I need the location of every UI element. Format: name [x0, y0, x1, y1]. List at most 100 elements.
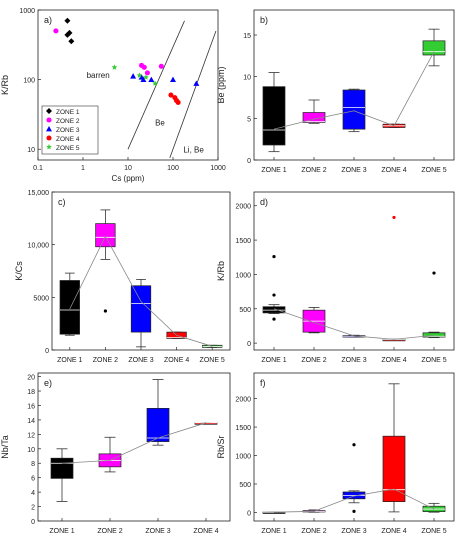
field-annotation: Li, Be — [183, 145, 204, 154]
mean-connector-line — [61, 422, 207, 464]
chart-panel-e: e) Nb/Ta 0 2 4 6 8 10 12 14 16 18 20 ZONE 1 ZONE 2 ZONE… — [0, 372, 231, 535]
category-label: ZONE 2 — [301, 528, 326, 535]
box-5 — [422, 40, 446, 56]
mean-connector-line — [273, 308, 435, 340]
category-label: ZONE 4 — [381, 167, 406, 174]
category-label: ZONE 2 — [97, 528, 122, 535]
data-point — [64, 17, 71, 24]
box-2 — [95, 223, 116, 248]
y-tick-label: 0 — [45, 348, 49, 355]
x-tick-label: 0.1 — [33, 165, 43, 172]
plot-frame — [253, 191, 455, 351]
legend-entry: ZONE 5 — [56, 145, 80, 152]
chart-panel-f: f) Rb/Sr 0 500 1000 1500 2000 ZONE 1 ZONE 2 ZONE … — [216, 372, 455, 535]
y-tick-label: 2 — [31, 505, 35, 512]
panel-label: c) — [58, 197, 66, 207]
boundary-line — [169, 30, 217, 159]
category-label: ZONE 4 — [381, 528, 406, 535]
y-tick-label: 0 — [247, 158, 251, 165]
y-tick-label: 0 — [247, 510, 251, 517]
box-3 — [342, 89, 366, 130]
category-label: ZONE 1 — [261, 528, 286, 535]
y-tick-label: 0 — [247, 341, 251, 348]
y-tick-label: 2000 — [235, 204, 251, 211]
category-label: ZONE 3 — [341, 528, 366, 535]
x-axis-label: Cs (ppm) — [112, 174, 145, 183]
y-tick-label: 14 — [27, 418, 35, 425]
y-axis-label: Be (ppm) — [216, 66, 226, 103]
y-axis-label: K/Rb — [216, 261, 226, 281]
y-tick-label: 6 — [31, 476, 35, 483]
category-label: ZONE 4 — [164, 357, 189, 364]
legend-entry: ZONE 4 — [56, 136, 80, 143]
mean-connector-line — [273, 51, 435, 130]
category-label: ZONE 2 — [93, 357, 118, 364]
data-point — [170, 76, 176, 83]
data-point — [193, 80, 200, 86]
y-tick-label: 1000 — [235, 272, 251, 279]
category-label: ZONE 3 — [341, 357, 366, 364]
y-axis-label: Rb/Sr — [216, 435, 226, 458]
legend-entry: ZONE 3 — [56, 127, 80, 134]
y-tick-label: 5000 — [33, 295, 49, 302]
outlier-point — [103, 309, 107, 313]
mean-connector-line — [69, 235, 213, 347]
category-label: ZONE 1 — [57, 357, 82, 364]
data-point — [144, 70, 150, 76]
category-label: ZONE 2 — [301, 167, 326, 174]
y-tick-label: 500 — [239, 482, 251, 489]
data-point — [148, 76, 155, 83]
data-point — [68, 38, 75, 45]
y-tick-label: 10 — [243, 75, 251, 82]
y-tick-label: 20 — [27, 375, 35, 382]
panel-label: b) — [260, 15, 268, 25]
category-label: ZONE 2 — [301, 357, 326, 364]
panel-label: d) — [260, 197, 268, 207]
y-tick-label: 8 — [31, 461, 35, 468]
data-point — [140, 76, 147, 83]
panel-label: a) — [44, 15, 52, 25]
category-label: ZONE 3 — [341, 167, 366, 174]
y-tick-label: 12 — [27, 432, 35, 439]
data-point — [168, 92, 174, 98]
box-1 — [59, 280, 80, 335]
box-3 — [130, 285, 152, 333]
category-label: ZONE 5 — [200, 357, 225, 364]
x-tick-label: 1000 — [210, 165, 226, 172]
category-label: ZONE 1 — [49, 528, 74, 535]
data-point — [136, 72, 143, 78]
plot-frame — [37, 372, 231, 522]
data-point — [143, 74, 149, 80]
y-axis-label: K/Rb — [0, 75, 10, 95]
field-annotation: Be — [155, 118, 165, 127]
data-point — [141, 64, 147, 70]
category-label: ZONE 3 — [145, 528, 170, 535]
y-tick-label: 10,000 — [28, 243, 50, 250]
box-3 — [146, 408, 170, 442]
mean-connector-line — [273, 488, 435, 513]
outlier-point — [352, 509, 356, 513]
category-label: ZONE 4 — [381, 357, 406, 364]
y-tick-label: 16 — [27, 403, 35, 410]
field-annotation: barren — [87, 71, 110, 80]
chart-panel-a: a) K/Rb 0.1 1 10 100 1000 10 100 1000 Cs (ppm) barr… — [0, 8, 226, 183]
y-tick-label: 10 — [27, 447, 35, 454]
chart-panel-b: b) Be (ppm) 0 5 10 15 ZONE 1 ZONE 2 ZONE 3 ZONE 4… — [216, 9, 455, 174]
y-tick-label: 2000 — [235, 397, 251, 404]
y-tick-label: 10 — [27, 147, 35, 154]
box-4 — [382, 435, 406, 502]
data-point — [46, 108, 52, 114]
data-point — [46, 117, 52, 123]
outlier-point — [272, 293, 276, 297]
chart-panel-c: c) K/Cs 0 5000 10,000 15,000 ZONE 1 ZONE 2 ZONE … — [14, 190, 231, 364]
legend-entry: ZONE 1 — [56, 109, 80, 116]
data-point — [130, 73, 137, 79]
outlier-point — [392, 215, 396, 220]
data-point — [46, 135, 52, 141]
x-tick-label: 100 — [167, 165, 179, 172]
y-tick-label: 4 — [31, 490, 35, 497]
y-tick-label: 1000 — [19, 8, 35, 15]
legend-box — [41, 105, 99, 155]
y-tick-label: 15,000 — [28, 190, 50, 197]
category-label: ZONE 1 — [261, 167, 286, 174]
